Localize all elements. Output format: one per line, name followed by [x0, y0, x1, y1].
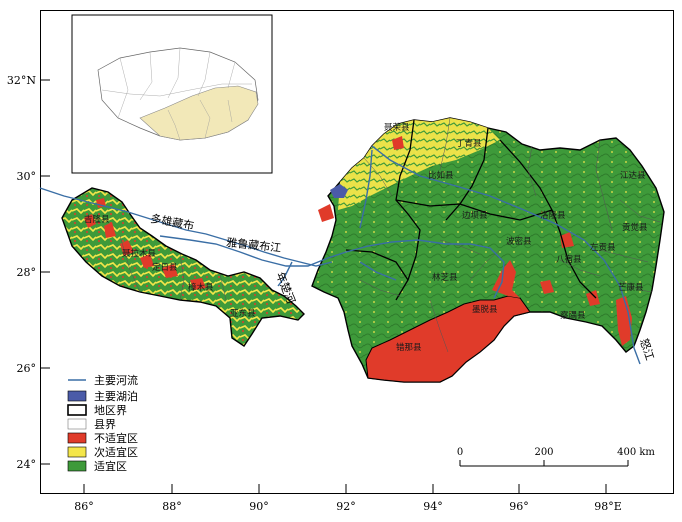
- county-label: 察隅县: [560, 310, 586, 321]
- scale-label-0: 0: [457, 447, 463, 458]
- river-duoxiong: [39, 187, 333, 267]
- county-label: 波密县: [506, 236, 532, 247]
- lat-label-26: 26°: [17, 362, 37, 375]
- county-label: 江达县: [620, 170, 646, 181]
- legend-swatch-lake: [67, 390, 87, 402]
- legend-swatch-region-boundary: [67, 404, 87, 416]
- inset-locator-map: [71, 14, 273, 174]
- county-label: 洛隆县: [540, 210, 566, 221]
- county-label: 八宿县: [556, 254, 582, 265]
- county-label: 错那县: [396, 342, 422, 353]
- southern-unsuitable-area: [365, 295, 531, 383]
- lon-label-90: 90°: [249, 500, 269, 513]
- western-region: [61, 187, 305, 347]
- county-label: 樟木县: [188, 282, 214, 293]
- county-label: 亚东县: [230, 308, 256, 319]
- river-label-duoxiong: 多雄藏布: [149, 211, 195, 232]
- river-nujiang: [371, 145, 641, 365]
- county-label: 芒康县: [618, 282, 644, 293]
- scale-label-400: 400 km: [617, 447, 655, 458]
- river-nianchu: [277, 261, 293, 287]
- lon-label-92: 92°: [336, 500, 356, 513]
- lon-ticks: [83, 484, 607, 494]
- legend: 主要河流 主要湖泊 地区界 县界 不适宜区 次适宜区 适宜区: [67, 373, 138, 473]
- county-labels: 聂荣县 比如县 丁青县 江达县 贡觉县 芒康县 墨脱县 错那县 亚东县 聂拉木县…: [84, 122, 648, 353]
- legend-label-unsuitable: 不适宜区: [94, 431, 138, 445]
- county-label: 林芝县: [432, 272, 458, 283]
- legend-label-suitable: 适宜区: [94, 459, 127, 473]
- legend-swatch-unsuitable: [67, 432, 87, 444]
- lon-label-98: 98°E: [594, 500, 622, 513]
- county-label: 吉隆县: [84, 214, 110, 225]
- county-label: 聂拉木县: [122, 248, 157, 259]
- legend-label-lake: 主要湖泊: [94, 390, 138, 403]
- lat-ticks: [40, 79, 50, 465]
- legend-label-region-boundary: 地区界: [94, 404, 127, 417]
- county-label: 定日县: [152, 262, 178, 273]
- legend-swatch-subsuitable: [67, 446, 87, 458]
- legend-label-river: 主要河流: [94, 373, 138, 387]
- lon-label-96: 96°: [509, 500, 529, 513]
- lon-label-94: 94°: [423, 500, 443, 513]
- legend-label-county-boundary: 县界: [94, 418, 116, 431]
- river-yarlung: [159, 235, 505, 299]
- county-label: 左贡县: [590, 242, 616, 253]
- scale-label-200: 200: [534, 447, 553, 458]
- river-label-yarlung: 雅鲁藏布江: [226, 235, 282, 255]
- county-label: 聂荣县: [384, 122, 410, 133]
- county-label: 贡觉县: [622, 222, 648, 233]
- county-label: 比如县: [428, 170, 454, 181]
- lake: [330, 184, 348, 198]
- lon-label-86: 86°: [74, 500, 94, 513]
- lat-label-28: 28°: [17, 266, 37, 279]
- river-label-nujiang: 怒江: [637, 337, 657, 362]
- county-label: 边坝县: [462, 210, 488, 221]
- county-label: 丁青县: [456, 138, 482, 149]
- lat-label-30: 30°: [17, 170, 37, 183]
- study-area: [61, 117, 665, 383]
- county-label: 墨脱县: [472, 304, 498, 315]
- legend-swatch-county-boundary: [67, 418, 87, 430]
- legend-label-subsuitable: 次适宜区: [94, 445, 138, 459]
- legend-swatch-suitable: [67, 460, 87, 472]
- lat-label-32: 32°N: [7, 74, 36, 87]
- scale-bar: [459, 460, 629, 467]
- lat-label-24: 24°: [17, 458, 37, 471]
- lon-label-88: 88°: [162, 500, 182, 513]
- rivers: [39, 145, 641, 365]
